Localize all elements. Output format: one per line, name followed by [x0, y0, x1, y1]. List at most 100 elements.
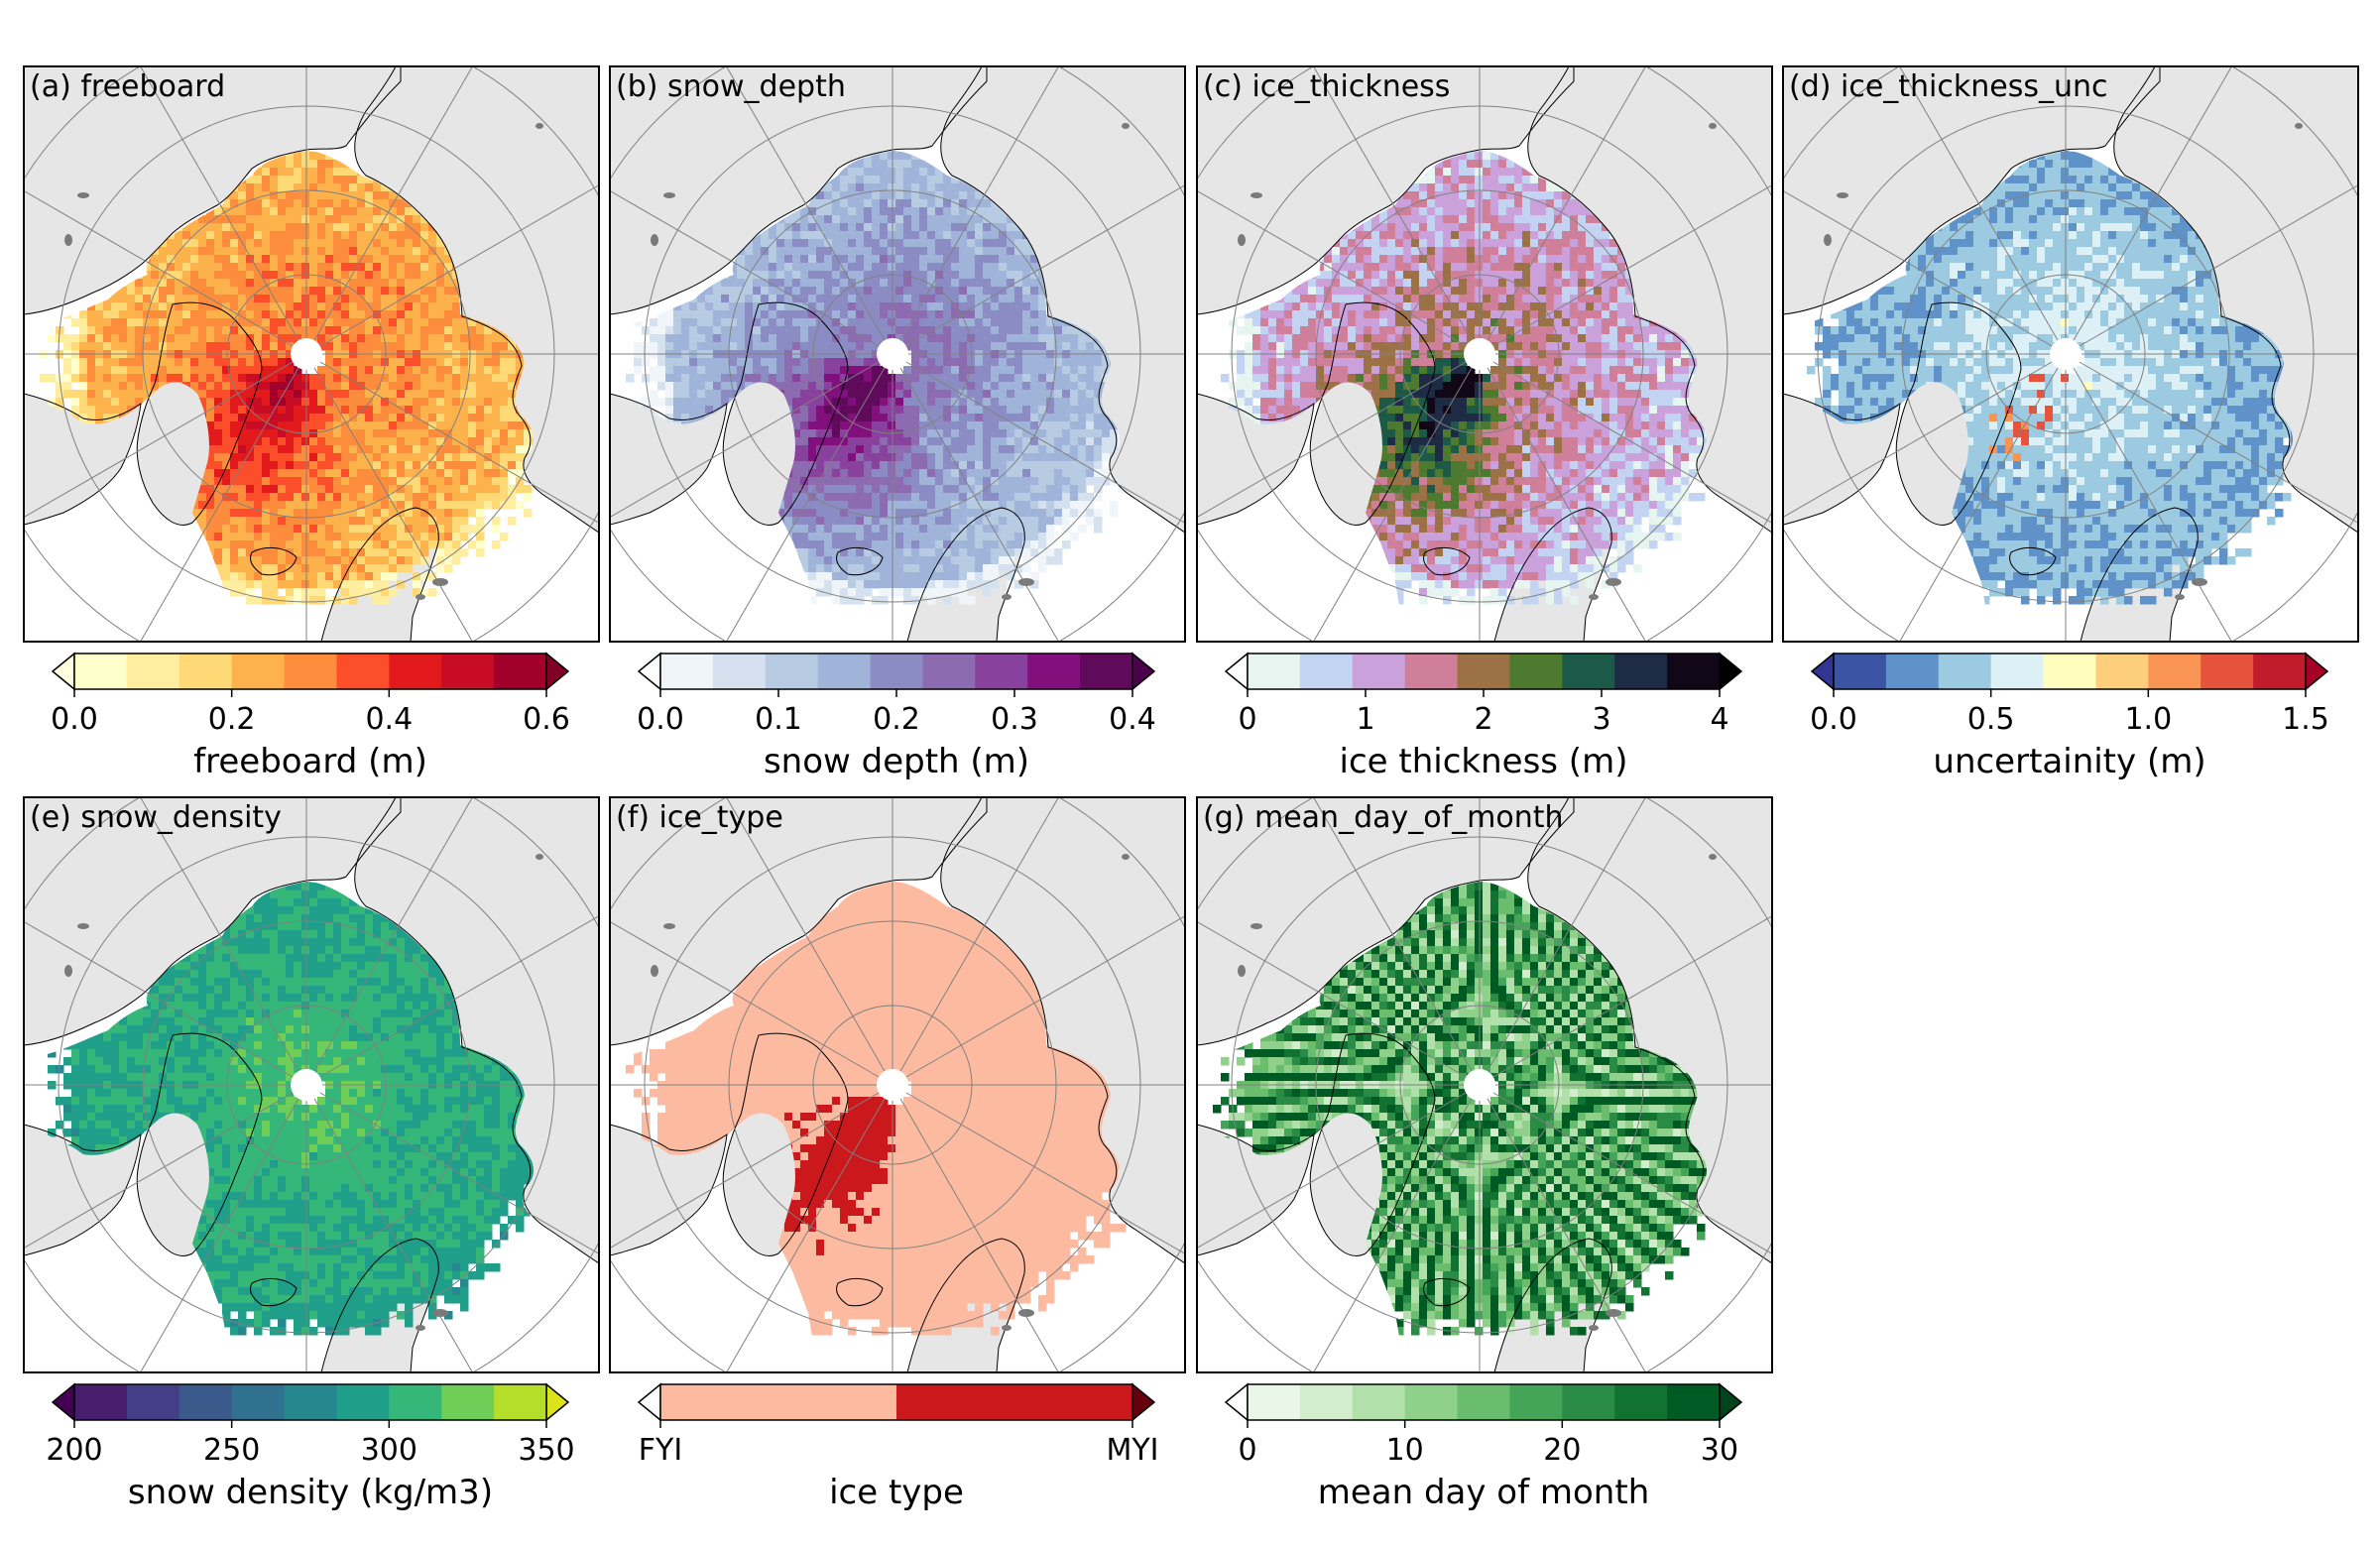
colorbar-tick-label: 1.5 — [2282, 702, 2329, 737]
colorbar-swatch — [178, 654, 233, 689]
map-panel-d: (d) ice_thickness_unc 0.0 0.5 1.0 1.5 uncerta… — [1782, 65, 2359, 781]
panel-title: (b) snow_depth — [616, 69, 846, 104]
colorbar-swatch — [1299, 654, 1354, 689]
colorbar-swatch — [2253, 654, 2307, 689]
colorbar-extend-low — [1224, 1382, 1249, 1422]
panel-frame — [23, 796, 600, 1373]
colorbar-tick-label: 4 — [1710, 702, 1728, 737]
lakes-layer — [1824, 123, 2303, 600]
colorbar-swatch — [494, 654, 547, 689]
colorbar-tick-label: 200 — [46, 1433, 102, 1468]
panel-frame — [1196, 65, 1773, 643]
colorbar-label: snow depth (m) — [764, 742, 1029, 781]
colorbar-swatch — [1352, 654, 1406, 689]
colorbar-swatch — [1562, 1384, 1615, 1420]
colorbar-swatch — [817, 654, 872, 689]
colorbar-tick-label: MYI — [1106, 1433, 1158, 1468]
colorbar-swatch — [1509, 1384, 1563, 1420]
coastline-layer — [610, 66, 1185, 642]
colorbar-tick-label: 0.6 — [523, 702, 570, 737]
pole-hole — [291, 1069, 322, 1101]
colorbar-tick-label: 1 — [1356, 702, 1374, 737]
colorbar-tick-label: 0 — [1238, 702, 1256, 737]
colorbar-f: FYI MYI ice type — [637, 1382, 1159, 1512]
colorbar-tick-label: 0.4 — [365, 702, 413, 737]
colorbar-swatch — [922, 654, 976, 689]
colorbar-tick-label: 350 — [518, 1433, 574, 1468]
colorbar-tick-label: 0.0 — [637, 702, 684, 737]
panel-frame — [609, 65, 1186, 643]
colorbar-tick-label: 0 — [1238, 1433, 1256, 1468]
pole-hole — [1464, 338, 1495, 370]
colorbar-swatch — [896, 1384, 1133, 1420]
colorbar-label: freeboard (m) — [193, 742, 427, 781]
colorbar-tick-label: 20 — [1543, 1433, 1581, 1468]
coastline-layer — [610, 797, 1185, 1372]
coastline-layer — [24, 797, 599, 1372]
lakes-layer — [651, 123, 1130, 600]
colorbar-label: snow density (kg/m3) — [128, 1473, 493, 1512]
colorbar-swatch — [231, 1384, 286, 1420]
colorbar-swatch — [1404, 654, 1459, 689]
graticule — [24, 797, 599, 1372]
lakes-layer — [64, 123, 543, 600]
colorbar-tick-label: 0.0 — [1810, 702, 1857, 737]
colorbar-extend-high — [1719, 652, 1743, 691]
colorbar-extend-high — [545, 1382, 570, 1422]
colorbar-a: 0.0 0.2 0.4 0.6 freeboard (m) — [51, 652, 570, 781]
colorbar-swatch — [2043, 654, 2097, 689]
lakes-layer — [651, 854, 1130, 1331]
colorbar-swatch — [1509, 654, 1563, 689]
panel-frame — [1196, 796, 1773, 1373]
graticule — [610, 66, 1185, 642]
colorbar-label: mean day of month — [1318, 1473, 1650, 1512]
colorbar-tick-label: 0.2 — [873, 702, 920, 737]
panel-title: (e) snow_density — [30, 800, 282, 835]
colorbar-extend-low — [1224, 652, 1249, 691]
colorbar-tick-label: 250 — [203, 1433, 260, 1468]
pole-hole — [2050, 338, 2082, 370]
graticule — [610, 797, 1185, 1372]
coastline-layer — [1197, 797, 1772, 1372]
graticule — [24, 66, 599, 642]
map-panel-g: (g) mean_day_of_month 0 10 20 30 mean day of … — [1196, 796, 1773, 1512]
map-panel-f: (f) ice_type FYI MYI ice type — [609, 796, 1186, 1512]
colorbar-tick-label: 10 — [1386, 1433, 1424, 1468]
colorbar-swatch — [1667, 1384, 1721, 1420]
colorbar-tick-label: 3 — [1592, 702, 1610, 737]
map-panel-b: (b) snow_depth 0.0 0.1 0.2 0.3 0.4 snow depth … — [609, 65, 1186, 781]
coastline-layer — [24, 66, 599, 642]
colorbar-swatch — [284, 1384, 338, 1420]
colorbar-tick-label: FYI — [639, 1433, 682, 1468]
colorbar-swatch — [2095, 654, 2149, 689]
pole-hole — [1464, 1069, 1495, 1101]
colorbar-swatch — [712, 654, 767, 689]
lakes-layer — [64, 854, 543, 1331]
pole-hole — [877, 338, 908, 370]
colorbar-tick-label: 0.0 — [51, 702, 98, 737]
colorbar-swatch — [870, 654, 924, 689]
colorbar-extend-high — [1131, 652, 1156, 691]
colorbar-g: 0 10 20 30 mean day of month — [1224, 1382, 1743, 1512]
colorbar-swatch — [1885, 654, 1940, 689]
colorbar-swatch — [1457, 654, 1511, 689]
colorbar-e: 200 250 300 350 snow density (kg/m3) — [46, 1382, 575, 1512]
colorbar-tick-label: 0.2 — [208, 702, 256, 737]
colorbar-tick-label: 0.5 — [1967, 702, 2015, 737]
colorbar-swatch — [1562, 654, 1615, 689]
colorbar-swatch — [231, 654, 286, 689]
colorbar-swatch — [1990, 654, 2045, 689]
colorbar-swatch — [336, 654, 390, 689]
colorbar-swatch — [1299, 1384, 1354, 1420]
colorbar-extend-low — [637, 1382, 661, 1422]
colorbar-tick-label: 30 — [1701, 1433, 1738, 1468]
colorbar-swatch — [336, 1384, 390, 1420]
colorbar-swatch — [74, 654, 128, 689]
colorbar-swatch — [441, 1384, 495, 1420]
colorbar-extend-high — [545, 652, 570, 691]
panel-frame — [23, 65, 600, 643]
colorbar-tick-label: 0.4 — [1109, 702, 1156, 737]
colorbar-swatch — [126, 654, 180, 689]
coastline-layer — [1783, 66, 2358, 642]
colorbar-tick-label: 0.3 — [991, 702, 1038, 737]
